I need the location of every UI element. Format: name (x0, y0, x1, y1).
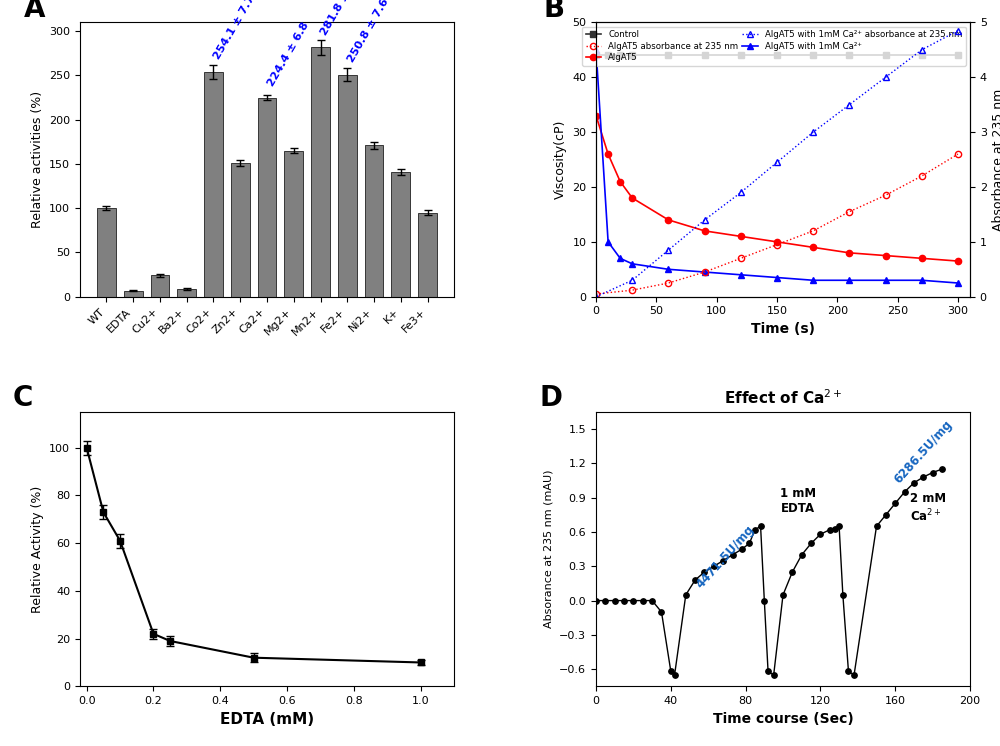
Point (653, 606, 669, 618)
Point (887, 498, 903, 510)
Point (741, 537, 757, 549)
Point (616, 595, 632, 606)
Y-axis label: Relative Activity (%): Relative Activity (%) (31, 486, 44, 612)
Y-axis label: Absorbance at 235 nm: Absorbance at 235 nm (992, 89, 1000, 231)
Point (831, 520, 847, 532)
Text: 250.8 ± 7.6: 250.8 ± 7.6 (346, 0, 391, 64)
Point (840, 665, 856, 677)
Point (747, 524, 763, 536)
Point (696, 566, 712, 578)
Point (784, 566, 800, 578)
Point (803, 537, 819, 549)
Point (906, 477, 922, 489)
Bar (284, 151, 303, 297)
Y-axis label: Relative activities (%): Relative activities (%) (31, 91, 44, 228)
Bar (124, 290, 143, 297)
Point (625, 595, 641, 606)
Point (756, 595, 772, 606)
Text: 281.8 ± 8.5: 281.8 ± 8.5 (319, 0, 364, 37)
X-axis label: EDTA (mM): EDTA (mM) (220, 712, 314, 727)
Point (588, 595, 604, 606)
Point (915, 471, 931, 483)
Point (775, 589, 791, 601)
Point (715, 554, 731, 566)
Bar (231, 163, 250, 297)
Text: B: B (544, 0, 565, 23)
Point (812, 528, 828, 540)
Point (925, 466, 941, 478)
Text: 1 mM
EDTA: 1 mM EDTA (780, 487, 816, 515)
Bar (97, 208, 116, 297)
Point (734, 543, 750, 555)
Point (644, 595, 660, 606)
Point (607, 595, 623, 606)
Text: 6286.5U/mg: 6286.5U/mg (891, 418, 955, 486)
Text: 4471.5U/mg: 4471.5U/mg (693, 523, 756, 592)
Bar (391, 172, 410, 297)
Text: D: D (540, 384, 563, 413)
Point (753, 520, 769, 532)
Bar (258, 98, 276, 297)
Text: 254.1 ± 7.7: 254.1 ± 7.7 (212, 0, 257, 61)
Point (663, 665, 679, 677)
Title: Effect of Ca$^{2+}$: Effect of Ca$^{2+}$ (724, 388, 842, 407)
Point (725, 549, 741, 561)
Bar (177, 289, 196, 297)
Bar (311, 47, 330, 297)
X-axis label: Time course (Sec): Time course (Sec) (713, 712, 853, 726)
Point (846, 669, 862, 681)
Bar (338, 75, 357, 297)
Point (897, 486, 913, 498)
Point (597, 595, 613, 606)
Bar (151, 275, 169, 297)
Bar (418, 213, 437, 297)
Y-axis label: Viscosity(cP): Viscosity(cP) (554, 120, 567, 199)
Point (869, 520, 885, 532)
Point (760, 665, 776, 677)
Point (934, 463, 950, 475)
Text: C: C (13, 384, 33, 413)
Point (766, 669, 782, 681)
Text: A: A (24, 0, 45, 23)
Point (835, 589, 851, 601)
Y-axis label: Absorance at 235 nm (mAU): Absorance at 235 nm (mAU) (544, 470, 554, 628)
Point (794, 549, 810, 561)
Point (827, 523, 843, 535)
Point (706, 560, 722, 572)
Point (687, 574, 703, 586)
Text: 2 mM
Ca$^{2+}$: 2 mM Ca$^{2+}$ (910, 492, 946, 524)
Bar (365, 145, 383, 297)
Point (667, 669, 683, 681)
Bar (204, 72, 223, 297)
Point (822, 524, 838, 536)
Point (878, 509, 894, 521)
Point (635, 595, 651, 606)
Legend: Control, AlgAT5 absorbance at 235 nm, AlgAT5, AlgAT5 with 1mM Ca²⁺ absorbance at: Control, AlgAT5 absorbance at 235 nm, Al… (582, 27, 966, 66)
Point (678, 589, 694, 601)
X-axis label: Time (s): Time (s) (751, 322, 815, 336)
Text: 224.4 ± 6.8: 224.4 ± 6.8 (266, 20, 310, 87)
